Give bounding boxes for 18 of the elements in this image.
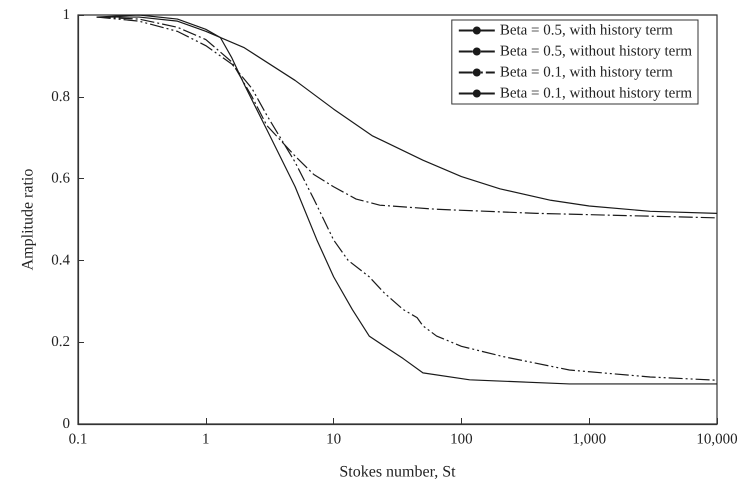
x-tick-label: 1 (202, 432, 210, 448)
legend-label: Beta = 0.1, with history term (500, 64, 674, 80)
x-tick-label: 10,000 (696, 432, 738, 448)
legend-label: Beta = 0.1, without history term (500, 86, 692, 102)
legend-label: Beta = 0.5, without history term (500, 44, 692, 60)
x-tick-label: 1,000 (572, 432, 606, 448)
x-tick-label: 10 (326, 432, 342, 448)
x-axis-title: Stokes number, St (339, 464, 456, 480)
y-tick-label: 0.2 (51, 334, 70, 350)
legend-label: Beta = 0.5, with history term (500, 22, 674, 38)
y-axis-title: Amplitude ratio (20, 168, 36, 270)
x-tick-label: 100 (450, 432, 473, 448)
x-tick-label: 0.1 (68, 432, 88, 448)
y-tick-label: 0.4 (51, 252, 70, 268)
y-tick-label: 1 (62, 7, 70, 23)
y-tick-label: 0.6 (51, 170, 70, 187)
y-tick-label: 0.8 (51, 88, 70, 105)
y-tick-label: 0 (62, 416, 70, 432)
